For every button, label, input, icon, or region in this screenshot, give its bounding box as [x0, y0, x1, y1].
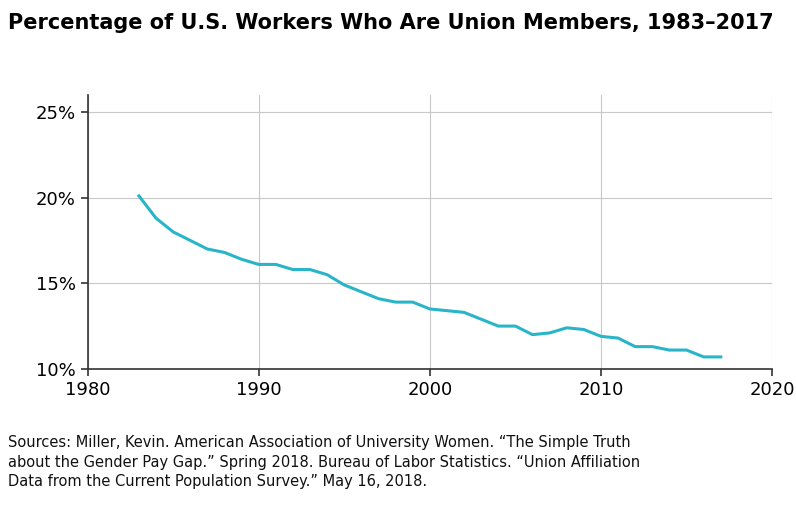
- Text: Sources: Miller, Kevin. American Association of University Women. “The Simple Tr: Sources: Miller, Kevin. American Associa…: [8, 435, 640, 490]
- Text: Percentage of U.S. Workers Who Are Union Members, 1983–2017: Percentage of U.S. Workers Who Are Union…: [8, 13, 774, 33]
